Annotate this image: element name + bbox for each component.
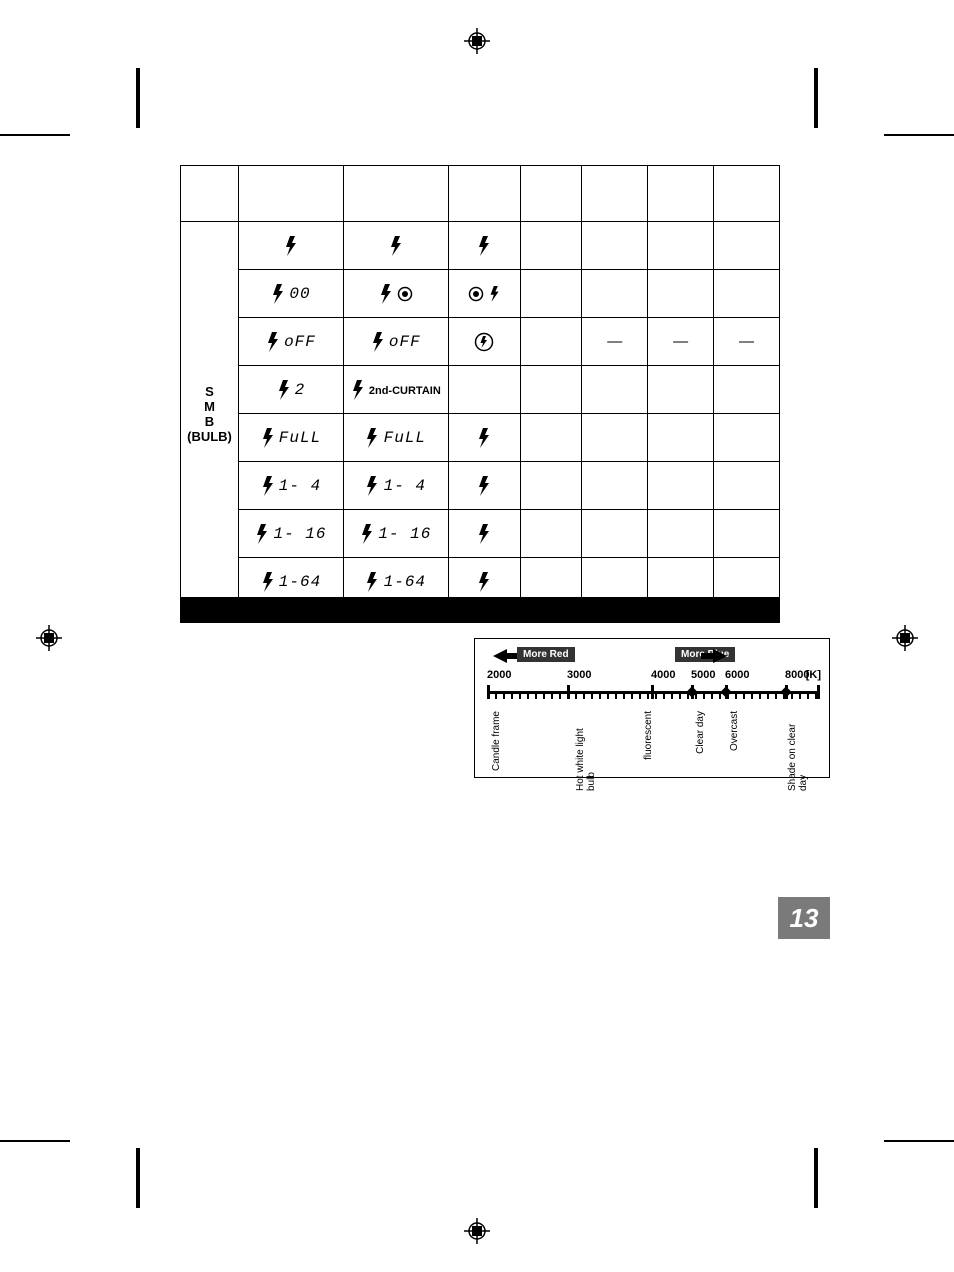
cell [648, 414, 714, 462]
table-row [181, 166, 780, 222]
mode-label: (BULB) [185, 429, 234, 444]
cell [520, 222, 582, 270]
light-source-label: Hot white light bulb [575, 711, 597, 791]
edge-mark [0, 1140, 70, 1142]
cell [648, 366, 714, 414]
cell [648, 510, 714, 558]
kelvin-value: 5000 [691, 669, 715, 681]
cell [520, 318, 582, 366]
kelvin-value: 8000 [785, 669, 809, 681]
cell: 1- 16 [238, 510, 343, 558]
mode-label: M [185, 399, 234, 414]
cell: FuLL [238, 414, 343, 462]
table-row: FuLL FuLL [181, 414, 780, 462]
cell [582, 414, 648, 462]
cell [648, 222, 714, 270]
kelvin-ruler [485, 689, 821, 711]
table-row: oFF oFF——— [181, 318, 780, 366]
cell [582, 366, 648, 414]
cell: — [582, 318, 648, 366]
reg-mark-right [892, 625, 918, 651]
cell: 1- 4 [238, 462, 343, 510]
cell [648, 270, 714, 318]
light-source-label: Overcast [729, 711, 740, 751]
reg-mark-top [464, 28, 490, 54]
inner-mark [814, 68, 818, 128]
edge-mark [0, 134, 70, 136]
cell: — [714, 318, 780, 366]
edge-mark [884, 1140, 954, 1142]
cell [448, 366, 520, 414]
cell: 2nd-CURTAIN [343, 366, 448, 414]
cell [448, 510, 520, 558]
cell [520, 366, 582, 414]
cell [343, 222, 448, 270]
cell [343, 270, 448, 318]
cell [238, 222, 343, 270]
inner-mark [814, 1148, 818, 1208]
light-sources: Candle frame Hot white light bulb fluoresc… [485, 711, 821, 791]
cell [582, 270, 648, 318]
more-red-label: More Red [517, 647, 575, 662]
kelvin-value: 4000 [651, 669, 675, 681]
cell [520, 414, 582, 462]
table-row: 1- 16 1- 16 [181, 510, 780, 558]
mode-label: S [185, 384, 234, 399]
more-blue-arrow [697, 647, 727, 670]
cell [714, 222, 780, 270]
cell [582, 510, 648, 558]
arrow-row: More Red More Blue [485, 647, 821, 667]
cell: — [648, 318, 714, 366]
cell [520, 270, 582, 318]
flash-table: SMB(BULB) 00 oFF oFF——— 2 2nd-CURTAIN Fu… [180, 165, 780, 606]
kelvin-value: 2000 [487, 669, 511, 681]
cell: 00 [238, 270, 343, 318]
light-source-label: Shade on clear day [787, 711, 809, 791]
cell [714, 366, 780, 414]
kelvin-value: 6000 [725, 669, 749, 681]
cell [448, 462, 520, 510]
cell [648, 462, 714, 510]
inner-mark [136, 1148, 140, 1208]
reg-mark-bottom [464, 1218, 490, 1244]
mode-label: B [185, 414, 234, 429]
cell [714, 510, 780, 558]
cell [582, 462, 648, 510]
table-row: 2 2nd-CURTAIN [181, 366, 780, 414]
table-row: 00 [181, 270, 780, 318]
cell: oFF [343, 318, 448, 366]
cell: FuLL [343, 414, 448, 462]
light-source-label: Clear day [695, 711, 706, 754]
color-temp-diagram: More Red More Blue [K] 20003000400050006… [474, 638, 830, 778]
light-source-label: fluorescent [643, 711, 654, 760]
cell [448, 222, 520, 270]
cell [448, 270, 520, 318]
cell: oFF [238, 318, 343, 366]
inner-mark [136, 68, 140, 128]
cell [714, 270, 780, 318]
page-number: 13 [778, 897, 830, 939]
cell [582, 222, 648, 270]
section-bar [180, 597, 780, 623]
kelvin-value: 3000 [567, 669, 591, 681]
cell [520, 462, 582, 510]
cell: 2 [238, 366, 343, 414]
table-row: 1- 4 1- 4 [181, 462, 780, 510]
cell [714, 414, 780, 462]
mode-column: SMB(BULB) [181, 222, 239, 606]
cell [448, 414, 520, 462]
cell: 1- 16 [343, 510, 448, 558]
table-row: SMB(BULB) [181, 222, 780, 270]
reg-mark-left [36, 625, 62, 651]
cell [448, 318, 520, 366]
cell [520, 510, 582, 558]
light-source-label: Candle frame [491, 711, 502, 771]
cell: 1- 4 [343, 462, 448, 510]
edge-mark [884, 134, 954, 136]
cell [714, 462, 780, 510]
